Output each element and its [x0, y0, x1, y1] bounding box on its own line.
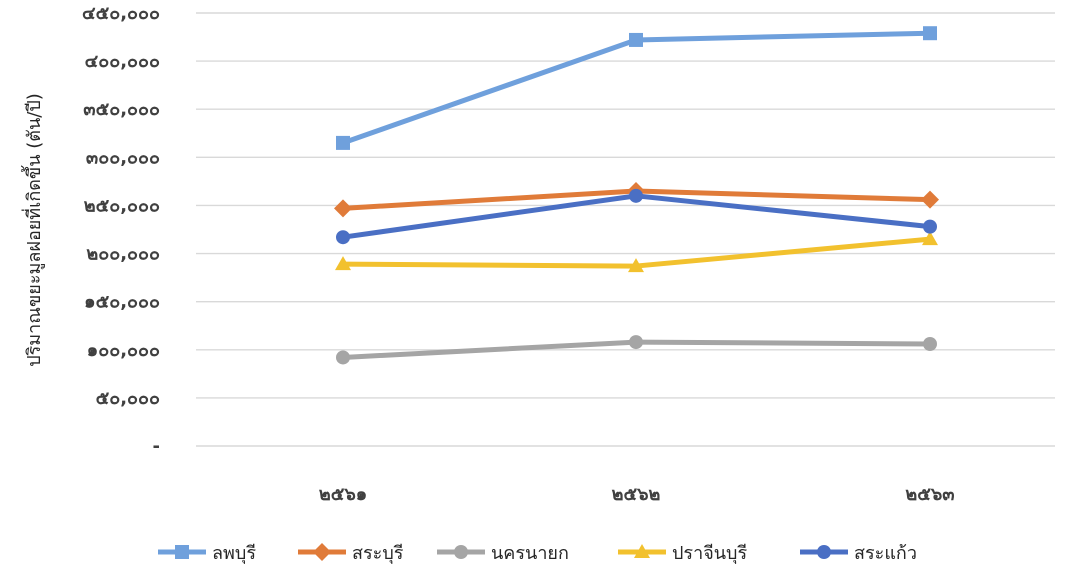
x-tick-label: ๒๕๖๓	[905, 484, 954, 505]
legend-item: ลพบุรี	[158, 543, 256, 564]
y-tick-label: ๒๕๐,๐๐๐	[84, 195, 160, 216]
data-point	[629, 188, 643, 203]
legend-item: ปราจีนบุรี	[618, 543, 747, 564]
y-tick-label: ๓๕๐,๐๐๐	[83, 99, 160, 120]
data-point	[334, 199, 352, 218]
series-lines	[334, 26, 939, 365]
series-line	[340, 30, 933, 146]
legend-label: ลพบุรี	[212, 543, 256, 564]
y-tick-label: ๓๐๐,๐๐๐	[86, 147, 160, 168]
legend-label: นครนายก	[491, 543, 569, 564]
data-point	[923, 219, 937, 234]
series-1	[336, 26, 937, 150]
data-point	[335, 256, 351, 271]
legend-label: สระบุรี	[352, 543, 404, 564]
data-point	[923, 337, 937, 352]
series-5	[336, 188, 937, 245]
y-tick-label: -	[153, 436, 160, 457]
data-point	[921, 190, 939, 209]
legend-swatch-marker	[634, 544, 650, 558]
legend-item: สระแก้ว	[800, 543, 917, 564]
y-tick-label: ๕๐,๐๐๐	[96, 388, 160, 409]
y-axis-label: ปริมาณขยะมูลฝอยที่เกิดขึ้น (ตัน/ปี)	[21, 93, 45, 367]
legend-swatch-marker	[817, 545, 831, 559]
data-point	[629, 32, 643, 47]
y-tick-label: ๑๐๐,๐๐๐	[87, 340, 160, 361]
legend-item: สระบุรี	[298, 543, 404, 564]
series-3	[336, 335, 937, 365]
data-point	[628, 258, 644, 273]
x-tick-label: ๒๕๖๒	[612, 484, 661, 505]
x-tick-label: ๒๕๖๑	[319, 484, 367, 505]
data-point	[336, 350, 350, 365]
y-tick-label: ๔๕๐,๐๐๐	[82, 3, 160, 24]
y-axis-ticks: - ๕๐,๐๐๐ ๑๐๐,๐๐๐ ๑๕๐,๐๐๐ ๒๐๐,๐๐๐ ๒๕๐,๐๐๐ ๓๐๐,๐…	[82, 3, 160, 457]
series-4	[335, 231, 938, 273]
data-point	[336, 135, 350, 150]
legend-label: ปราจีนบุรี	[672, 543, 747, 564]
data-point	[629, 335, 643, 350]
legend-swatch-marker	[454, 545, 468, 559]
y-tick-label: ๒๐๐,๐๐๐	[86, 244, 160, 265]
data-point	[336, 230, 350, 245]
data-point	[923, 26, 937, 41]
y-tick-label: ๑๕๐,๐๐๐	[84, 292, 160, 313]
x-axis-ticks: ๒๕๖๑ ๒๕๖๒ ๒๕๖๓	[319, 484, 955, 505]
y-tick-label: ๔๐๐,๐๐๐	[85, 51, 160, 72]
legend-label: สระแก้ว	[854, 543, 917, 564]
data-point	[922, 231, 938, 246]
legend-swatch-marker	[313, 543, 331, 561]
legend-swatch-marker	[175, 545, 189, 559]
legend-item: นครนายก	[437, 543, 569, 564]
legend: ลพบุรี สระบุรี นครนายก ปราจีนบุรี สระแก้ว	[158, 543, 917, 564]
